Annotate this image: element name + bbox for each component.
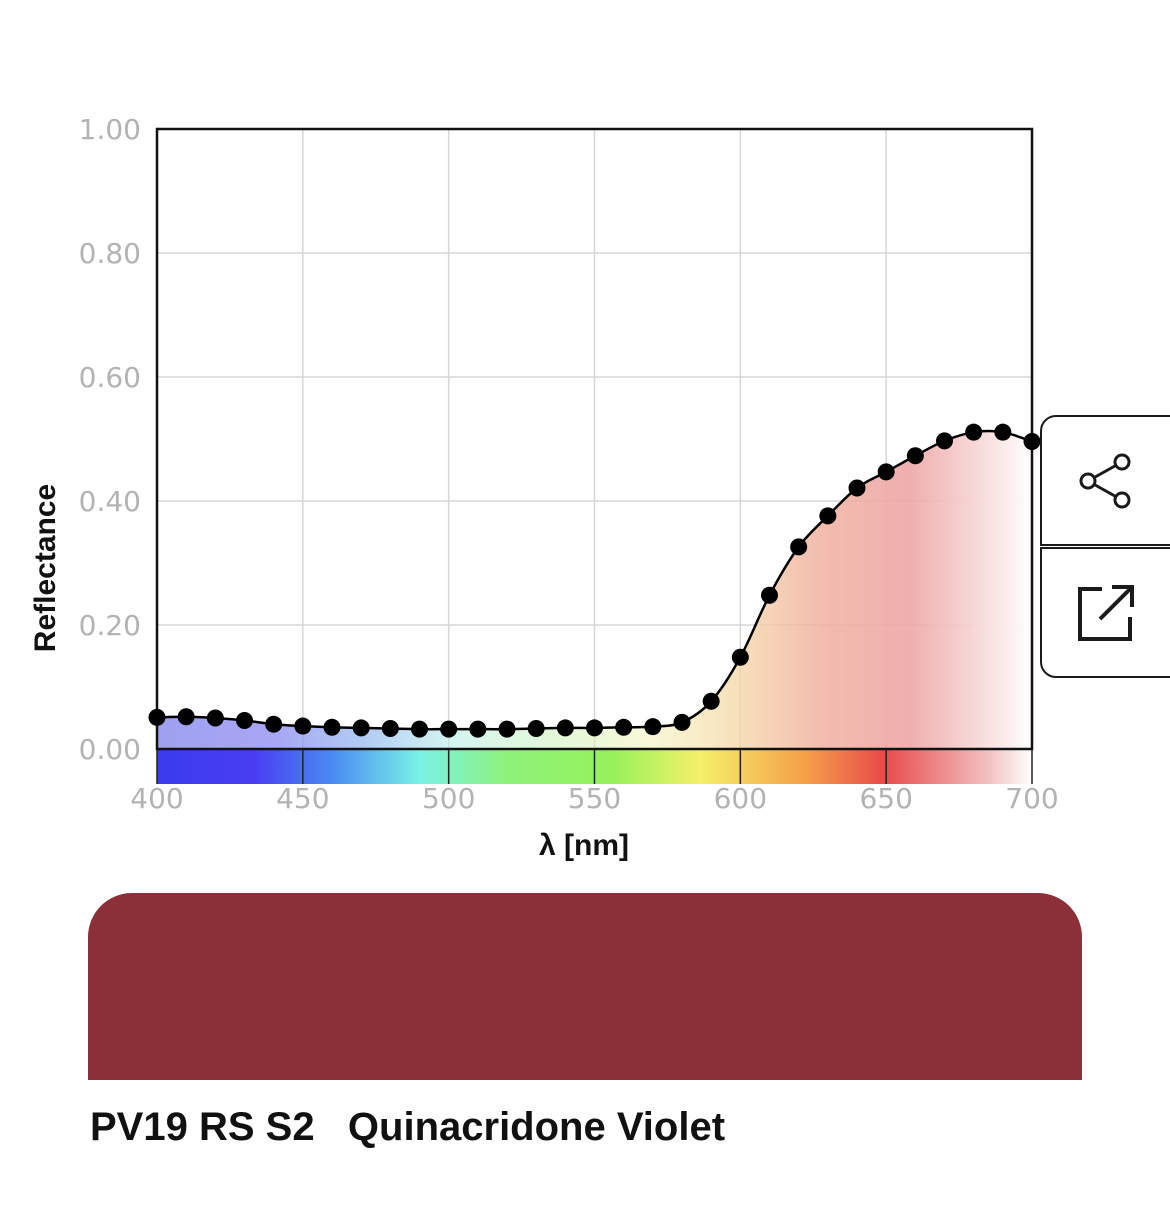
data-point	[761, 586, 778, 604]
y-tick-label: 0.60	[79, 361, 141, 394]
y-tick-label: 0.20	[79, 609, 141, 642]
data-point	[586, 719, 603, 737]
y-tick-label: 1.00	[79, 113, 141, 146]
data-point	[702, 692, 720, 710]
share-button[interactable]	[1040, 415, 1170, 546]
data-point	[994, 423, 1012, 441]
data-point	[731, 648, 749, 666]
x-tick-label: 600	[714, 782, 767, 815]
y-axis-title: Reflectance	[29, 484, 62, 652]
x-tick-label: 550	[568, 782, 621, 815]
data-point	[352, 719, 370, 737]
data-point	[323, 718, 341, 736]
data-point	[906, 447, 924, 465]
y-tick-label: 0.40	[79, 485, 141, 518]
data-point	[673, 713, 691, 731]
open-external-button[interactable]	[1040, 547, 1170, 678]
data-point	[440, 720, 458, 738]
x-axis-title: λ [nm]	[539, 829, 629, 862]
x-tick-label: 700	[1005, 782, 1058, 815]
data-point	[381, 720, 399, 738]
data-point	[644, 718, 662, 736]
data-point	[877, 463, 895, 481]
y-tick-label: 0.00	[79, 733, 141, 766]
data-point	[498, 720, 516, 738]
data-point	[1023, 432, 1041, 450]
x-axis-ticks: 400 450 500 550 600 650 700	[130, 782, 1058, 815]
reflectance-chart: 0.00 0.20 0.40 0.60 0.80 1.00 400 450 500 550 600…	[29, 113, 1059, 862]
spectrum-ticks	[156, 749, 1033, 784]
pigment-title: PV19 RS S2 Quinacridone Violet	[90, 1105, 726, 1149]
data-point	[615, 718, 633, 736]
reflectance-area	[157, 431, 1032, 749]
data-point	[294, 717, 312, 735]
color-swatch	[88, 893, 1082, 1080]
data-point	[965, 423, 983, 441]
y-tick-label: 0.80	[79, 237, 141, 270]
x-tick-label: 400	[130, 782, 183, 815]
data-point	[411, 720, 428, 738]
data-point	[206, 709, 224, 727]
x-tick-label: 500	[422, 782, 475, 815]
data-point	[236, 711, 253, 729]
x-tick-label: 450	[276, 782, 329, 815]
data-point	[936, 432, 953, 450]
share-icon	[1079, 453, 1131, 508]
data-point	[819, 507, 837, 525]
external-link-icon	[1078, 584, 1134, 641]
data-point	[556, 719, 574, 737]
data-point	[177, 708, 195, 726]
data-point	[148, 708, 166, 726]
data-point	[527, 720, 545, 738]
y-axis-ticks: 0.00 0.20 0.40 0.60 0.80 1.00	[79, 113, 141, 766]
x-tick-label: 650	[859, 782, 912, 815]
data-point	[848, 479, 866, 497]
data-point	[790, 538, 808, 556]
data-points	[148, 423, 1041, 738]
data-point	[265, 715, 283, 733]
data-point	[469, 720, 487, 738]
